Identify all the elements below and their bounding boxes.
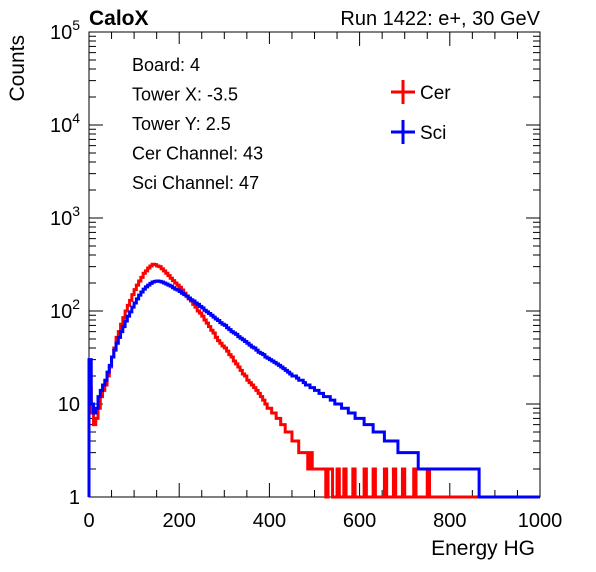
x-tick-label: 0: [83, 510, 94, 532]
brand-label: CaloX: [89, 7, 149, 30]
y-tick-label: 103: [50, 203, 80, 230]
legend-entry-sci: Sci: [391, 120, 446, 144]
series-sci-line: [87, 279, 540, 499]
axis-ticks: [88, 32, 541, 498]
run-info-label: Run 1422: e+, 30 GeV: [340, 8, 540, 30]
legend-label: Cer: [420, 83, 451, 104]
info-line: Sci Channel: 47: [132, 173, 259, 193]
y-tick-label: 10: [58, 394, 80, 416]
y-axis-title: Counts: [6, 35, 29, 102]
info-line: Tower Y: 2.5: [132, 114, 231, 134]
x-axis-title: Energy HG: [431, 537, 535, 560]
legend-entry-cer: Cer: [391, 80, 451, 104]
y-tick-label: 1: [69, 487, 80, 509]
info-box: Board: 4 Tower X: -3.5 Tower Y: 2.5 Cer Cha…: [118, 44, 358, 200]
legend: Cer Sci: [391, 80, 451, 144]
info-line: Tower X: -3.5: [132, 85, 238, 105]
series-cer-line: [87, 262, 540, 499]
info-box-background: [118, 44, 358, 200]
y-tick-label: 104: [50, 110, 80, 137]
x-tick-label: 800: [433, 510, 466, 532]
legend-label: Sci: [420, 123, 446, 144]
x-tick-label: 600: [343, 510, 376, 532]
series-layer: [87, 262, 540, 499]
info-line: Board: 4: [132, 55, 200, 75]
x-tick-label: 400: [253, 510, 286, 532]
y-tick-label: 102: [50, 296, 80, 323]
y-tick-labels: 1 10 102 103 104 105: [50, 17, 80, 509]
x-tick-label: 1000: [518, 510, 563, 532]
x-tick-labels: 0 200 400 600 800 1000: [83, 510, 562, 532]
y-tick-label: 105: [50, 17, 80, 44]
info-line: Cer Channel: 43: [132, 144, 263, 164]
x-tick-label: 200: [163, 510, 196, 532]
